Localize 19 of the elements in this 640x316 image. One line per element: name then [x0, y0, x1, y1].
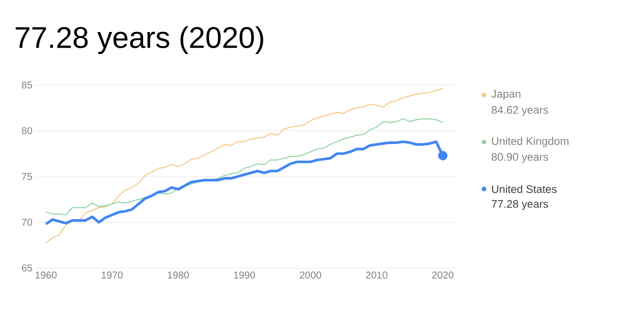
x-tick-label: 2010: [366, 272, 388, 279]
x-tick-label: 2000: [300, 272, 322, 279]
legend-label: Japan: [491, 90, 520, 100]
x-tick-label: 1960: [36, 272, 57, 279]
legend-label: United Kingdom: [492, 136, 568, 148]
x-tick-label: 1970: [102, 272, 123, 279]
y-tick-label: 75: [22, 173, 32, 180]
chart-title: 77.28 years (2020): [16, 26, 264, 54]
text: 77.28 years: [492, 200, 548, 210]
y-tick-label: 65: [22, 264, 32, 272]
text: 84.62 years: [492, 106, 548, 116]
y-tick-label: 80: [22, 127, 32, 134]
x-tick-label: 1990: [234, 272, 256, 279]
x-tick-label: 2020: [432, 272, 454, 279]
x-tick-label: 1980: [168, 272, 189, 279]
y-tick-label: 70: [22, 218, 32, 226]
legend-label: United States: [492, 184, 557, 194]
y-tick-label: 85: [22, 81, 32, 89]
text: 80.90 years: [492, 153, 548, 163]
